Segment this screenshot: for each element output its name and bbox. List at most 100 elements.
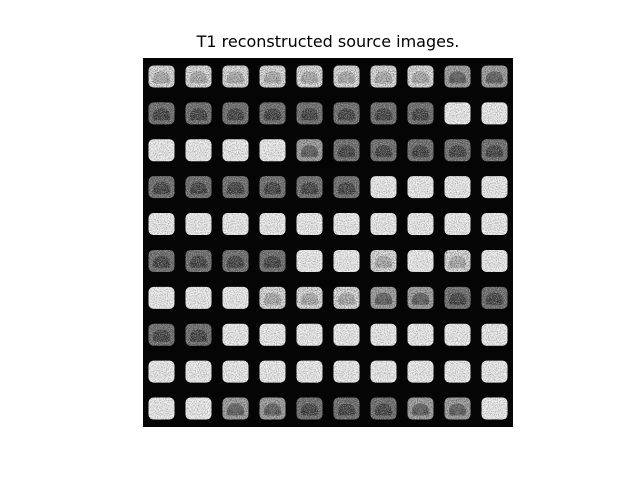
mri-slice-tile [185, 397, 212, 420]
mri-slice-tile [444, 323, 471, 346]
mri-slice-tile [296, 176, 323, 199]
mri-slice-tile [222, 139, 249, 162]
mri-slice-tile [222, 286, 249, 309]
mri-slice-tile [185, 139, 212, 162]
mri-slice-tile [259, 323, 286, 346]
mri-slice-tile [296, 249, 323, 272]
mri-slice-tile [296, 102, 323, 125]
mri-slice-tile [370, 397, 397, 420]
mri-slice-tile [444, 176, 471, 199]
mri-slice-tile [481, 323, 508, 346]
mri-slice-tile [444, 102, 471, 125]
mri-slice-tile [481, 360, 508, 383]
mri-slice-tile [407, 139, 434, 162]
mosaic-canvas [143, 58, 513, 427]
mri-slice-tile [259, 397, 286, 420]
figure-title: T1 reconstructed source images. [196, 32, 460, 51]
mri-slice-tile [259, 65, 286, 88]
mri-slice-tile [481, 249, 508, 272]
mri-slice-tile [148, 139, 175, 162]
mri-slice-tile [185, 176, 212, 199]
mri-slice-tile [333, 102, 360, 125]
mri-slice-tile [370, 323, 397, 346]
mri-slice-tile [444, 249, 471, 272]
mri-slice-tile [481, 397, 508, 420]
mri-slice-tile [481, 65, 508, 88]
mri-slice-tile [185, 249, 212, 272]
mri-slice-tile [148, 360, 175, 383]
mri-slice-tile [222, 249, 249, 272]
mri-slice-tile [444, 397, 471, 420]
mri-slice-tile [444, 65, 471, 88]
mri-slice-tile [185, 65, 212, 88]
mri-slice-tile [222, 213, 249, 236]
mri-slice-tile [407, 286, 434, 309]
mri-slice-tile [444, 139, 471, 162]
mri-slice-tile [296, 65, 323, 88]
mri-slice-tile [185, 323, 212, 346]
mri-slice-tile [444, 360, 471, 383]
mri-slice-tile [259, 176, 286, 199]
mri-slice-tile [148, 249, 175, 272]
mri-slice-tile [259, 360, 286, 383]
mri-slice-tile [333, 397, 360, 420]
mri-slice-tile [222, 323, 249, 346]
mri-slice-tile [148, 213, 175, 236]
mri-slice-tile [333, 139, 360, 162]
mri-slice-tile [370, 360, 397, 383]
mri-slice-tile [407, 176, 434, 199]
mri-slice-tile [370, 102, 397, 125]
mri-slice-tile [185, 213, 212, 236]
mri-slice-tile [222, 397, 249, 420]
mri-slice-tile [259, 249, 286, 272]
mri-slice-tile [148, 323, 175, 346]
mri-slice-tile [148, 176, 175, 199]
mri-slice-tile [148, 65, 175, 88]
mri-slice-tile [407, 323, 434, 346]
mri-slice-tile [481, 102, 508, 125]
mri-slice-tile [407, 102, 434, 125]
mri-slice-tile [185, 286, 212, 309]
mri-slice-tile [481, 213, 508, 236]
mri-slice-tile [333, 176, 360, 199]
mri-slice-tile [407, 360, 434, 383]
mri-slice-tile [407, 249, 434, 272]
mri-slice-tile [333, 213, 360, 236]
mri-slice-tile [148, 102, 175, 125]
mri-slice-tile [370, 65, 397, 88]
mri-slice-tile [333, 249, 360, 272]
mri-slice-tile [259, 102, 286, 125]
mri-slice-tile [407, 397, 434, 420]
mri-slice-tile [259, 213, 286, 236]
mri-slice-tile [333, 65, 360, 88]
mri-slice-tile [259, 286, 286, 309]
mri-slice-tile [296, 360, 323, 383]
mri-slice-tile [370, 213, 397, 236]
mri-slice-tile [407, 65, 434, 88]
mri-slice-tile [407, 213, 434, 236]
mri-slice-tile [333, 286, 360, 309]
mri-slice-tile [296, 213, 323, 236]
mri-slice-tile [296, 323, 323, 346]
mri-mosaic [143, 58, 513, 427]
mri-slice-tile [370, 249, 397, 272]
mri-slice-tile [185, 360, 212, 383]
mri-slice-tile [444, 213, 471, 236]
mri-slice-tile [333, 323, 360, 346]
mri-slice-tile [222, 102, 249, 125]
mri-slice-tile [481, 176, 508, 199]
mri-slice-tile [481, 286, 508, 309]
mri-slice-tile [222, 360, 249, 383]
mri-slice-tile [222, 176, 249, 199]
mri-slice-tile [259, 139, 286, 162]
mri-slice-tile [370, 286, 397, 309]
mri-slice-tile [148, 397, 175, 420]
mri-slice-tile [222, 65, 249, 88]
mri-slice-tile [296, 139, 323, 162]
mri-slice-tile [370, 176, 397, 199]
mri-slice-tile [296, 286, 323, 309]
mri-slice-tile [296, 397, 323, 420]
mri-slice-tile [370, 139, 397, 162]
mri-slice-tile [333, 360, 360, 383]
